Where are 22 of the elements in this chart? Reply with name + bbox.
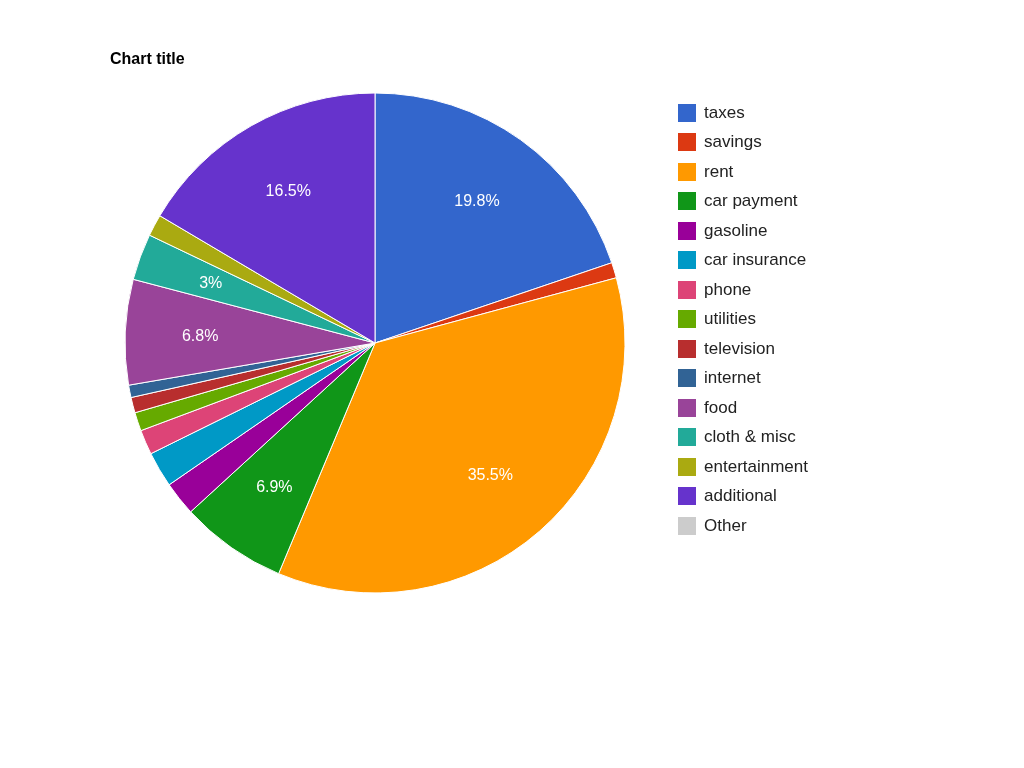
legend-label: food (704, 397, 738, 418)
legend-label: gasoline (704, 220, 768, 241)
legend-label: car payment (704, 191, 798, 212)
legend-label: cloth & misc (704, 427, 796, 448)
legend-label: entertainment (704, 456, 808, 477)
legend-label: phone (704, 279, 752, 300)
legend-label: savings (704, 132, 762, 153)
legend-label: television (704, 338, 775, 359)
data-label: 35.5% (467, 466, 513, 484)
legend-label: car insurance (704, 250, 807, 271)
data-label: 3% (199, 274, 223, 292)
legend-label: Other (704, 515, 747, 536)
data-label: 6.8% (181, 326, 219, 344)
legend-label: utilities (704, 309, 757, 330)
data-label: 19.8% (454, 192, 500, 210)
data-label: 16.5% (265, 182, 311, 200)
legend-label: additional (704, 486, 777, 507)
legend-label: internet (704, 368, 761, 389)
legend-label: taxes (704, 102, 745, 123)
chart-title: Chart title (110, 50, 185, 68)
legend-label: rent (704, 161, 734, 182)
data-label: 6.9% (256, 477, 293, 495)
